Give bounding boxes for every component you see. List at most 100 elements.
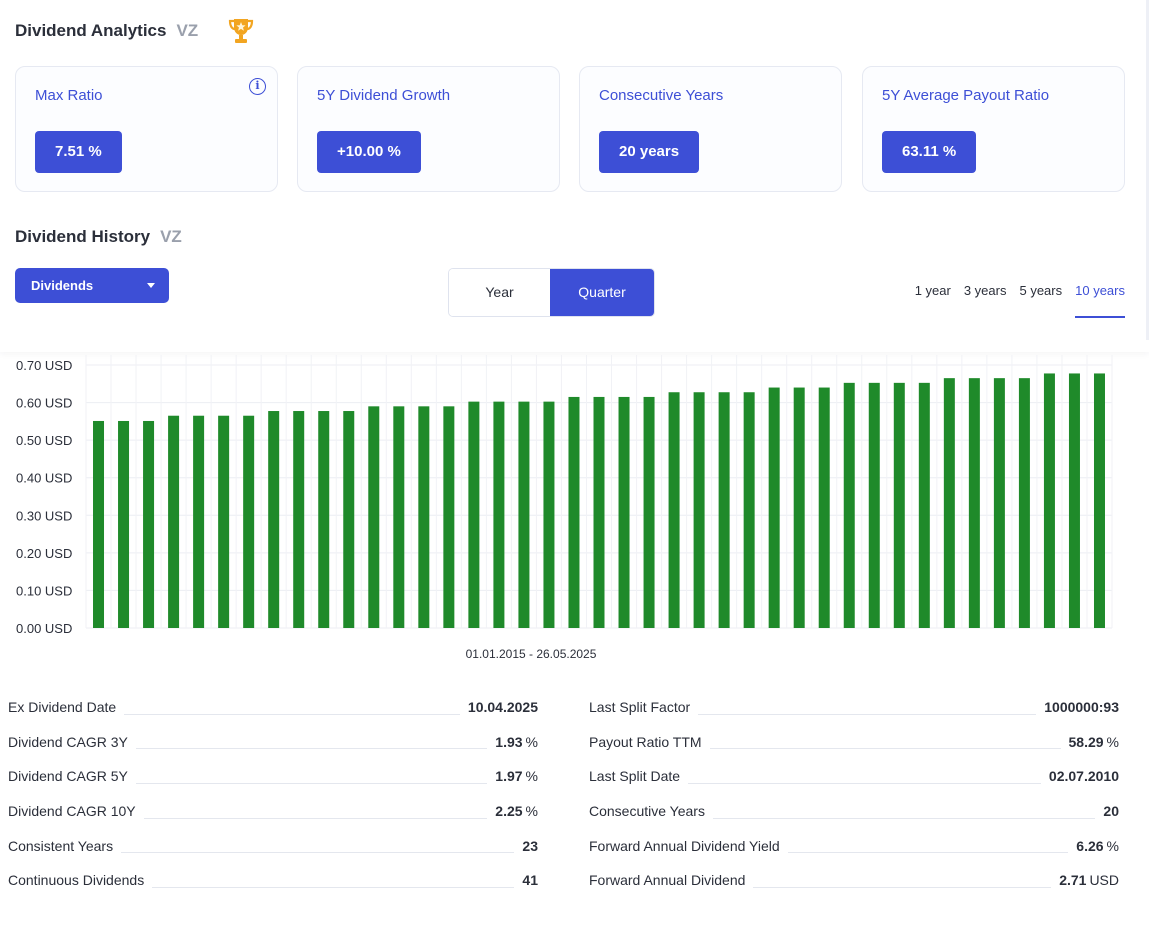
dividend-bar[interactable] bbox=[268, 411, 280, 628]
range-tabs: 1 year 3 years 5 years 10 years bbox=[902, 283, 1125, 318]
dividend-bar[interactable] bbox=[868, 382, 880, 628]
stat-row: Forward Annual Dividend Yield 6.26% bbox=[589, 828, 1119, 863]
dividend-bar[interactable] bbox=[893, 382, 905, 628]
stat-row: Last Split Factor 1000000:93 bbox=[589, 690, 1119, 725]
card-consecutive-years: Consecutive Years 20 years bbox=[579, 66, 842, 192]
dividend-bar[interactable] bbox=[293, 411, 305, 628]
y-tick-label: 0.00 USD bbox=[16, 621, 72, 636]
dividend-bar[interactable] bbox=[243, 415, 255, 628]
dividend-bar[interactable] bbox=[118, 420, 130, 628]
stat-divider bbox=[124, 713, 460, 715]
stat-divider bbox=[121, 852, 515, 854]
y-tick-label: 0.40 USD bbox=[16, 471, 72, 486]
stat-divider bbox=[152, 886, 515, 888]
range-5-years[interactable]: 5 years bbox=[1019, 283, 1063, 298]
period-toggle: Year Quarter bbox=[448, 268, 655, 317]
dividend-chart: 0.00 USD 0.10 USD 0.20 USD 0.30 USD 0.40 USD… bbox=[0, 352, 1149, 672]
dividend-bar[interactable] bbox=[568, 396, 580, 628]
stat-label: Dividend CAGR 10Y bbox=[8, 803, 136, 820]
stat-label: Consistent Years bbox=[8, 837, 114, 854]
stat-value: 20 bbox=[1095, 803, 1119, 819]
dividend-bar[interactable] bbox=[668, 392, 680, 628]
stat-unit: USD bbox=[1089, 872, 1119, 889]
dividend-bar[interactable] bbox=[643, 396, 655, 628]
dividend-bar[interactable] bbox=[93, 420, 105, 628]
dividend-bar[interactable] bbox=[368, 406, 380, 628]
stat-row: Forward Annual Dividend 2.71 USD bbox=[589, 863, 1119, 898]
dividend-bar[interactable] bbox=[143, 420, 155, 628]
stat-number: 10.04.2025 bbox=[467, 699, 538, 716]
analytics-title: Dividend Analytics bbox=[15, 21, 167, 40]
y-tick-label: 0.20 USD bbox=[16, 546, 72, 561]
y-axis-ticks: 0.00 USD 0.10 USD 0.20 USD 0.30 USD 0.40 USD… bbox=[16, 358, 72, 636]
dividend-bar[interactable] bbox=[518, 401, 530, 628]
stat-divider bbox=[698, 713, 1037, 715]
dividend-bar[interactable] bbox=[318, 411, 330, 628]
dividend-bar[interactable] bbox=[968, 378, 980, 628]
dividend-bar[interactable] bbox=[443, 406, 455, 628]
dividend-bar[interactable] bbox=[168, 415, 180, 628]
stat-value: 2.25% bbox=[487, 803, 538, 819]
dividend-bar[interactable] bbox=[943, 378, 955, 628]
dividend-bar[interactable] bbox=[743, 392, 755, 628]
card-label: 5Y Dividend Growth bbox=[317, 87, 451, 104]
analytics-heading: Dividend Analytics VZ bbox=[15, 17, 254, 45]
dividend-bar[interactable] bbox=[693, 392, 705, 628]
trophy-icon bbox=[228, 17, 254, 45]
dividend-bar[interactable] bbox=[768, 387, 780, 628]
stat-row: Consistent Years 23 bbox=[8, 828, 538, 863]
dividend-bar[interactable] bbox=[793, 387, 805, 628]
stat-value: 1000000:93 bbox=[1036, 699, 1119, 715]
dividend-bar[interactable] bbox=[593, 396, 605, 628]
history-title: Dividend History bbox=[15, 227, 151, 246]
stat-value: 58.29% bbox=[1061, 734, 1120, 750]
dividend-bar[interactable] bbox=[843, 382, 855, 628]
stat-value: 1.97% bbox=[487, 768, 538, 784]
range-3-years[interactable]: 3 years bbox=[963, 283, 1007, 298]
dividend-bar[interactable] bbox=[918, 382, 930, 628]
dividend-bar[interactable] bbox=[218, 415, 230, 628]
stat-number: 6.26 bbox=[1076, 837, 1104, 854]
caret-down-icon bbox=[147, 283, 155, 288]
panel-edge bbox=[1146, 0, 1149, 340]
dividend-bar[interactable] bbox=[543, 401, 555, 628]
stat-divider bbox=[709, 748, 1061, 750]
history-ticker: VZ bbox=[160, 227, 182, 246]
dividend-bar[interactable] bbox=[1018, 378, 1030, 628]
dividend-bar[interactable] bbox=[343, 411, 355, 628]
dividend-bar[interactable] bbox=[393, 406, 405, 628]
dividend-bar-chart: 0.00 USD 0.10 USD 0.20 USD 0.30 USD 0.40 USD… bbox=[16, 355, 1113, 661]
dividend-bar[interactable] bbox=[468, 401, 480, 628]
stat-number: 58.29 bbox=[1068, 733, 1104, 750]
card-dividend-growth: 5Y Dividend Growth +10.00 % bbox=[297, 66, 560, 192]
stat-number: 1.97 bbox=[495, 768, 523, 785]
card-label: Consecutive Years bbox=[599, 87, 724, 104]
toggle-quarter[interactable]: Quarter bbox=[550, 269, 654, 316]
dividend-bar[interactable] bbox=[493, 401, 505, 628]
stat-value: 1.93% bbox=[487, 734, 538, 750]
dividend-bar[interactable] bbox=[718, 392, 730, 628]
dividend-bar[interactable] bbox=[818, 387, 830, 628]
stat-number: 41 bbox=[522, 872, 538, 889]
card-value: 20 years bbox=[599, 131, 700, 173]
stat-value: 02.07.2010 bbox=[1041, 768, 1119, 784]
dividends-dropdown[interactable]: Dividends bbox=[15, 268, 169, 303]
card-value: 7.51 % bbox=[35, 131, 122, 173]
card-max-ratio: Max Ratio i 7.51 % bbox=[15, 66, 278, 192]
y-tick-label: 0.70 USD bbox=[16, 358, 72, 373]
dividend-bar[interactable] bbox=[193, 415, 205, 628]
dividend-bar[interactable] bbox=[418, 406, 430, 628]
dividend-bar[interactable] bbox=[1043, 373, 1055, 628]
stat-divider bbox=[787, 852, 1069, 854]
dividend-bar[interactable] bbox=[618, 396, 630, 628]
y-tick-label: 0.10 USD bbox=[16, 583, 72, 598]
dividend-bar[interactable] bbox=[1093, 373, 1105, 628]
stat-label: Dividend CAGR 5Y bbox=[8, 768, 128, 785]
range-1-year[interactable]: 1 year bbox=[914, 283, 951, 298]
range-10-years[interactable]: 10 years bbox=[1075, 283, 1125, 318]
dividend-bar[interactable] bbox=[1068, 373, 1080, 628]
dividend-bar[interactable] bbox=[993, 378, 1005, 628]
toggle-year[interactable]: Year bbox=[449, 269, 551, 316]
info-icon[interactable]: i bbox=[249, 78, 266, 95]
stat-label: Continuous Dividends bbox=[8, 872, 145, 889]
